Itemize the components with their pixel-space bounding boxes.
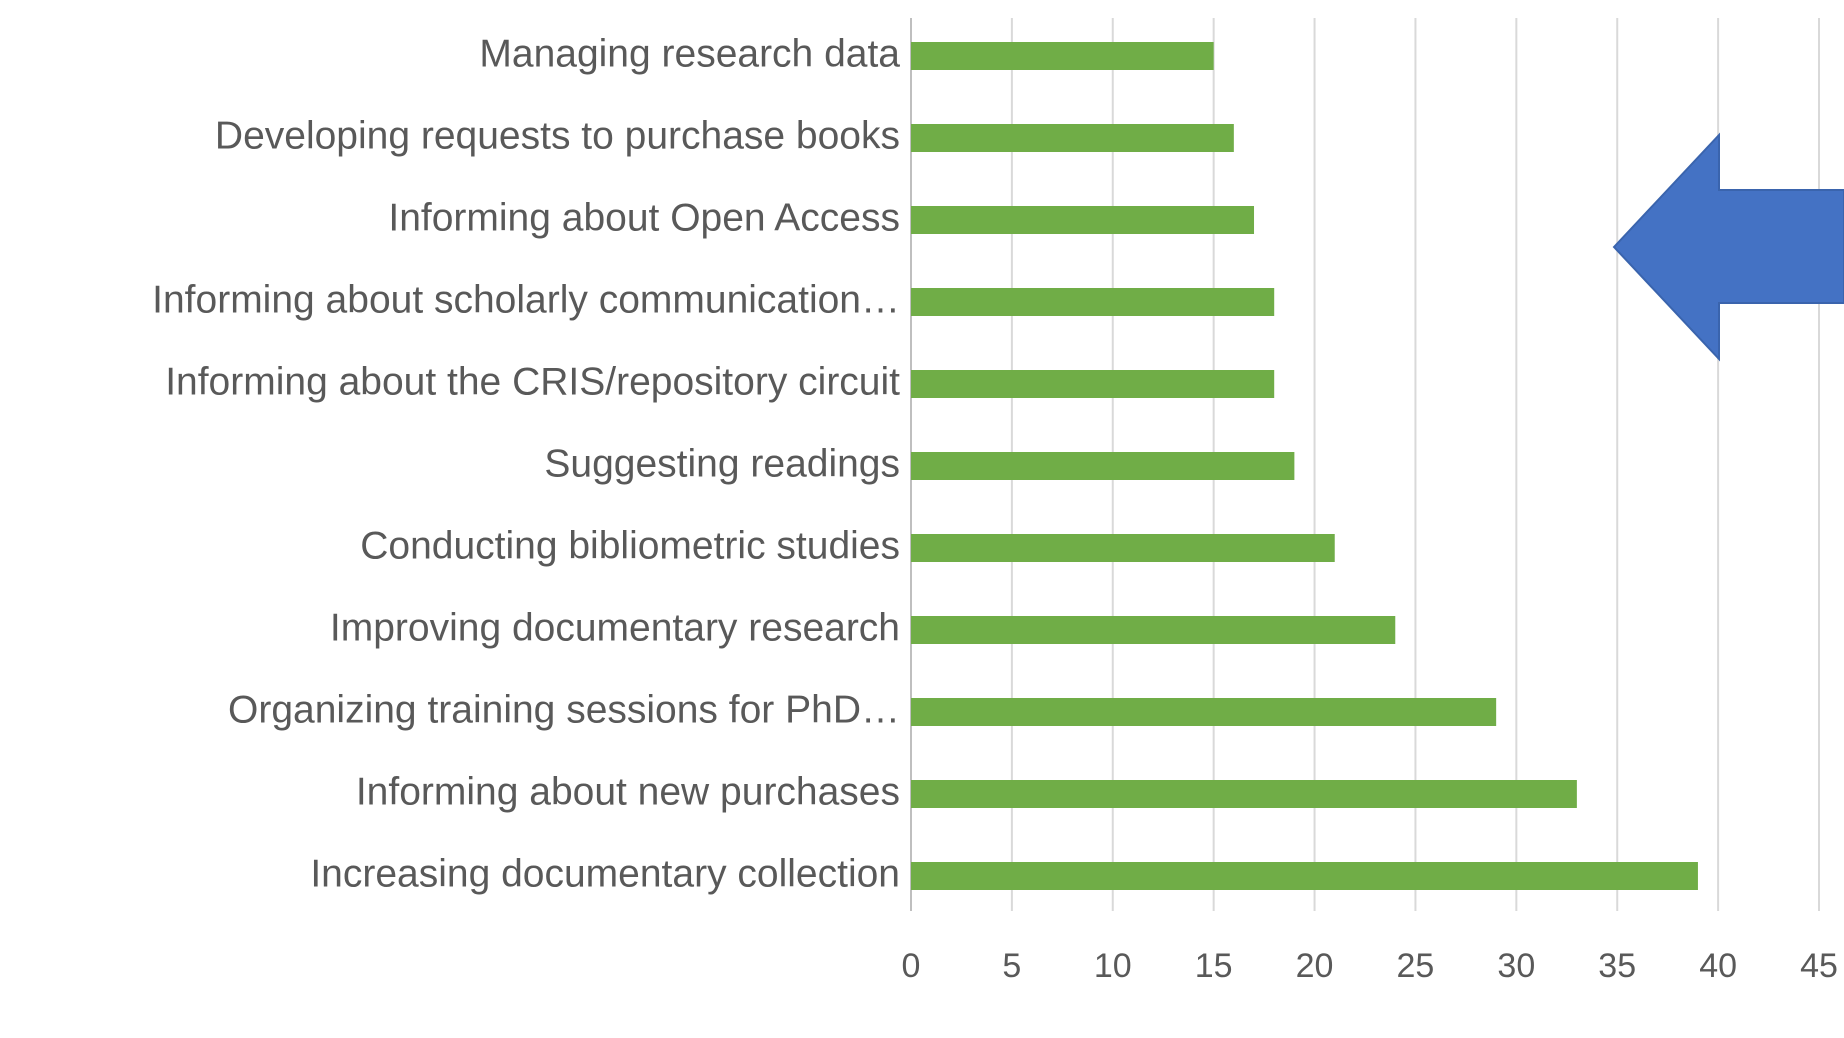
y-tick-label: Improving documentary research — [330, 606, 900, 649]
bar — [911, 42, 1214, 70]
arrow — [1612, 132, 1844, 362]
bar — [911, 124, 1234, 152]
bar — [911, 616, 1396, 644]
x-tick-label: 25 — [1397, 947, 1435, 985]
y-tick-label: Managing research data — [479, 32, 900, 75]
x-tick-label: 0 — [902, 947, 921, 985]
x-tick-label: 45 — [1800, 947, 1838, 985]
bar — [911, 780, 1577, 808]
x-tick-label: 40 — [1699, 947, 1737, 985]
bar — [911, 452, 1295, 480]
y-tick-label: Informing about new purchases — [356, 770, 900, 813]
y-tick-label: Increasing documentary collection — [310, 852, 900, 895]
y-tick-label: Informing about scholarly communication… — [152, 278, 900, 321]
x-tick-label: 30 — [1497, 947, 1535, 985]
bar — [911, 206, 1255, 234]
y-tick-label: Suggesting readings — [544, 442, 900, 485]
bar — [911, 370, 1275, 398]
x-tick-label: 5 — [1002, 947, 1021, 985]
y-tick-label: Informing about the CRIS/repository circ… — [165, 360, 900, 403]
x-tick-label: 35 — [1598, 947, 1636, 985]
y-tick-label: Organizing training sessions for PhD… — [228, 688, 900, 731]
x-tick-label: 10 — [1094, 947, 1132, 985]
bar — [911, 698, 1497, 726]
x-tick-label: 20 — [1296, 947, 1334, 985]
bar — [911, 288, 1275, 316]
y-tick-label: Conducting bibliometric studies — [360, 524, 900, 567]
x-tick-label: 15 — [1195, 947, 1233, 985]
y-tick-label: Informing about Open Access — [388, 196, 900, 239]
y-tick-label: Developing requests to purchase books — [215, 114, 900, 157]
bar — [911, 862, 1698, 890]
bar — [911, 534, 1335, 562]
